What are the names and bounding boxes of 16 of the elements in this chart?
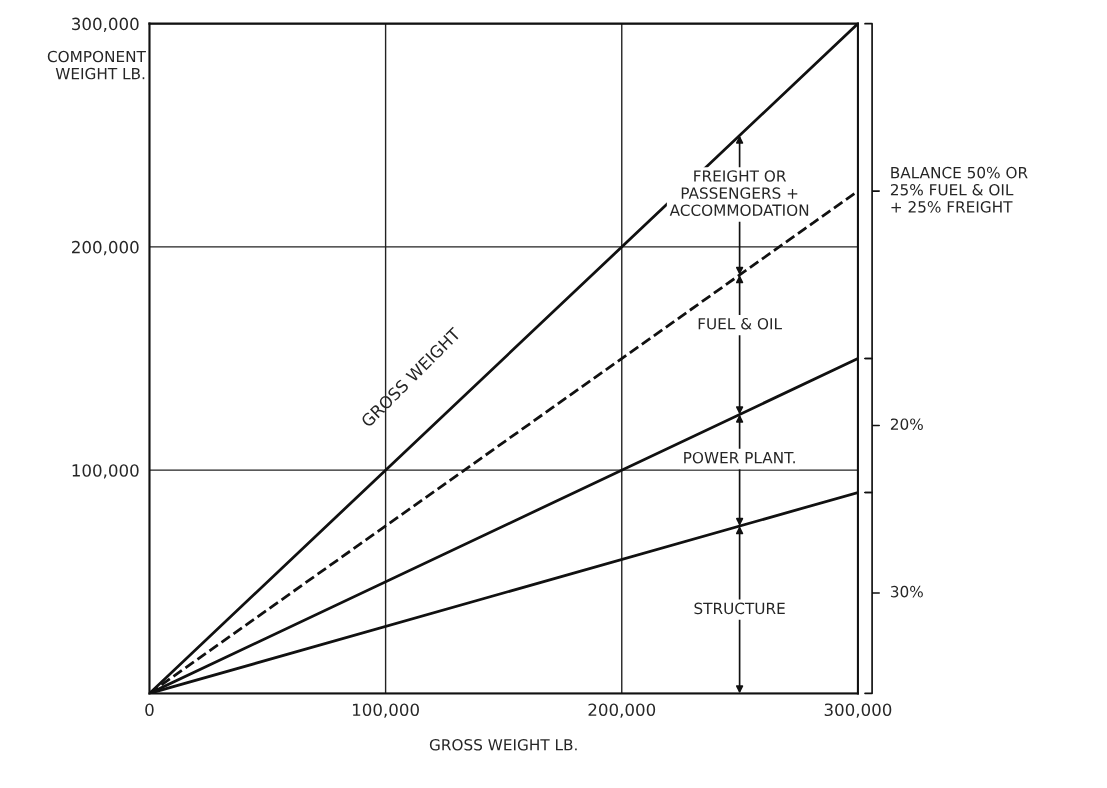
y-tick-label: 300,000	[72, 17, 139, 32]
annotation: FREIGHT OR PASSENGERS + ACCOMMODATION	[669, 170, 809, 216]
x-tick-label: 200,000	[588, 703, 656, 718]
y-tick-label: 200,000	[72, 240, 139, 256]
text: 30%	[890, 585, 923, 598]
x-tick-label: 300,000	[824, 703, 892, 718]
x-axis-title: GROSS WEIGHT LB.	[429, 739, 577, 751]
x-tick-label: 0	[145, 703, 154, 717]
annotation: FUEL & OIL	[698, 317, 782, 330]
text: BALANCE 50% OR 25% FUEL & OIL + 25% FREIGHT	[890, 166, 1028, 213]
y-tick-label: 100,000	[72, 464, 139, 479]
annotation: POWER PLANT.	[684, 451, 795, 464]
text: 20%	[890, 418, 923, 430]
annotation: STRUCTURE	[694, 602, 785, 615]
x-tick-label: 100,000	[352, 703, 419, 718]
y-axis-title: COMPONENT WEIGHT LB.	[47, 50, 146, 80]
